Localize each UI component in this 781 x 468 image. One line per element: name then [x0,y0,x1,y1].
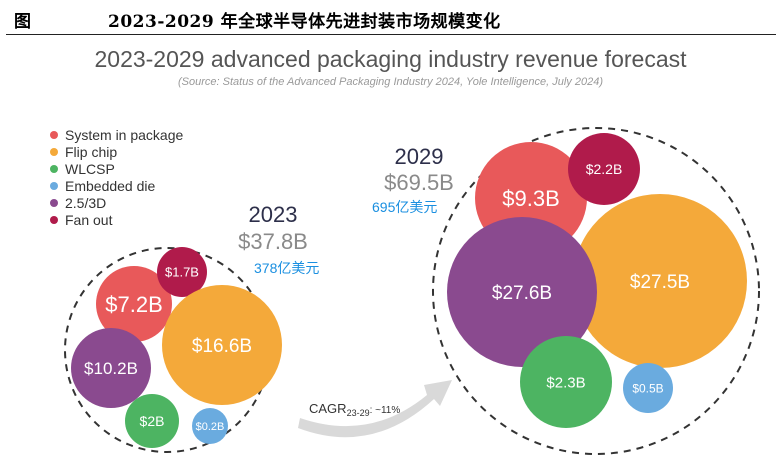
bubble-label-2023-system-in-package: $7.2B [105,292,163,317]
header-divider [6,34,776,35]
legend-item-wlcsp: WLCSP [50,160,183,177]
legend-item-embedded-die: Embedded die [50,177,183,194]
bubble-2023-fan-out [157,247,207,297]
bubble-label-2029-system-in-package: $9.3B [502,186,560,211]
legend-swatch [50,198,58,207]
legend-item-2-5d-3d: 2.5/3D [50,194,183,211]
bubble-2023-system-in-package [96,266,172,342]
chart-source: (Source: Status of the Advanced Packagin… [178,76,603,88]
legend-swatch [50,130,58,139]
legend-label: Flip chip [65,143,118,160]
figure-header: 图 2023-2029 年全球半导体先进封装市场规模变化 [0,0,781,36]
bubble-label-2029-flip-chip: $27.5B [630,272,690,293]
legend-label: System in package [65,126,184,143]
legend: System in package Flip chip WLCSP Embedd… [50,126,183,228]
bubble-label-2023-wlcsp: $2B [140,413,165,429]
legend-label: Embedded die [65,177,156,194]
bubble-2029-wlcsp [520,336,612,428]
legend-swatch [50,181,58,190]
bubble-label-2023-2-5-3d: $10.2B [84,359,138,378]
bubble-label-2023-embedded-die: $0.2B [196,421,225,433]
legend-label: WLCSP [65,160,115,177]
growth-arrow [298,380,452,438]
total-2029-label: $69.5B [384,170,454,195]
year-2029-label: 2029 [394,144,444,169]
bubble-2029-fan-out [568,133,640,205]
bubble-2029-embedded-die [623,363,673,413]
bubble-label-2029-wlcsp: $2.3B [546,374,585,391]
legend-item-fan-out: Fan out [50,211,183,228]
legend-swatch [50,215,58,224]
bubble-label-2023-flip-chip: $16.6B [192,336,252,357]
bubble-2023-embedded-die [192,408,228,444]
legend-swatch [50,147,58,156]
bubble-2023-2-5-3d [71,328,151,408]
legend-item-sip: System in package [50,126,183,143]
figure-title: 2023-2029 年全球半导体先进封装市场规模变化 [108,12,501,32]
legend-swatch [50,164,58,173]
figure-label: 图 [14,12,31,32]
note-2023-label: 378亿美元 [254,260,320,276]
bubble-2029-flip-chip [573,194,747,368]
total-2023-label: $37.8B [238,229,308,254]
bubble-label-2029-2-5-3d: $27.6B [492,283,552,304]
bubble-2023-flip-chip [162,285,282,405]
legend-label: Fan out [65,211,113,228]
group-2029-boundary [432,127,760,455]
bubble-label-2029-fan-out: $2.2B [586,161,623,177]
legend-item-flip-chip: Flip chip [50,143,183,160]
bubble-label-2023-fan-out: $1.7B [165,265,199,280]
legend-label: 2.5/3D [65,194,107,211]
note-2029-label: 695亿美元 [372,199,438,215]
bubble-label-2029-embedded-die: $0.5B [632,381,663,395]
bubble-2029-2-5-3d [447,217,597,367]
bubble-2023-wlcsp [125,394,179,448]
chart-title: 2023-2029 advanced packaging industry re… [94,46,687,72]
cagr-label: CAGR23-29: ~11% [309,401,400,418]
year-2023-label: 2023 [248,202,298,227]
